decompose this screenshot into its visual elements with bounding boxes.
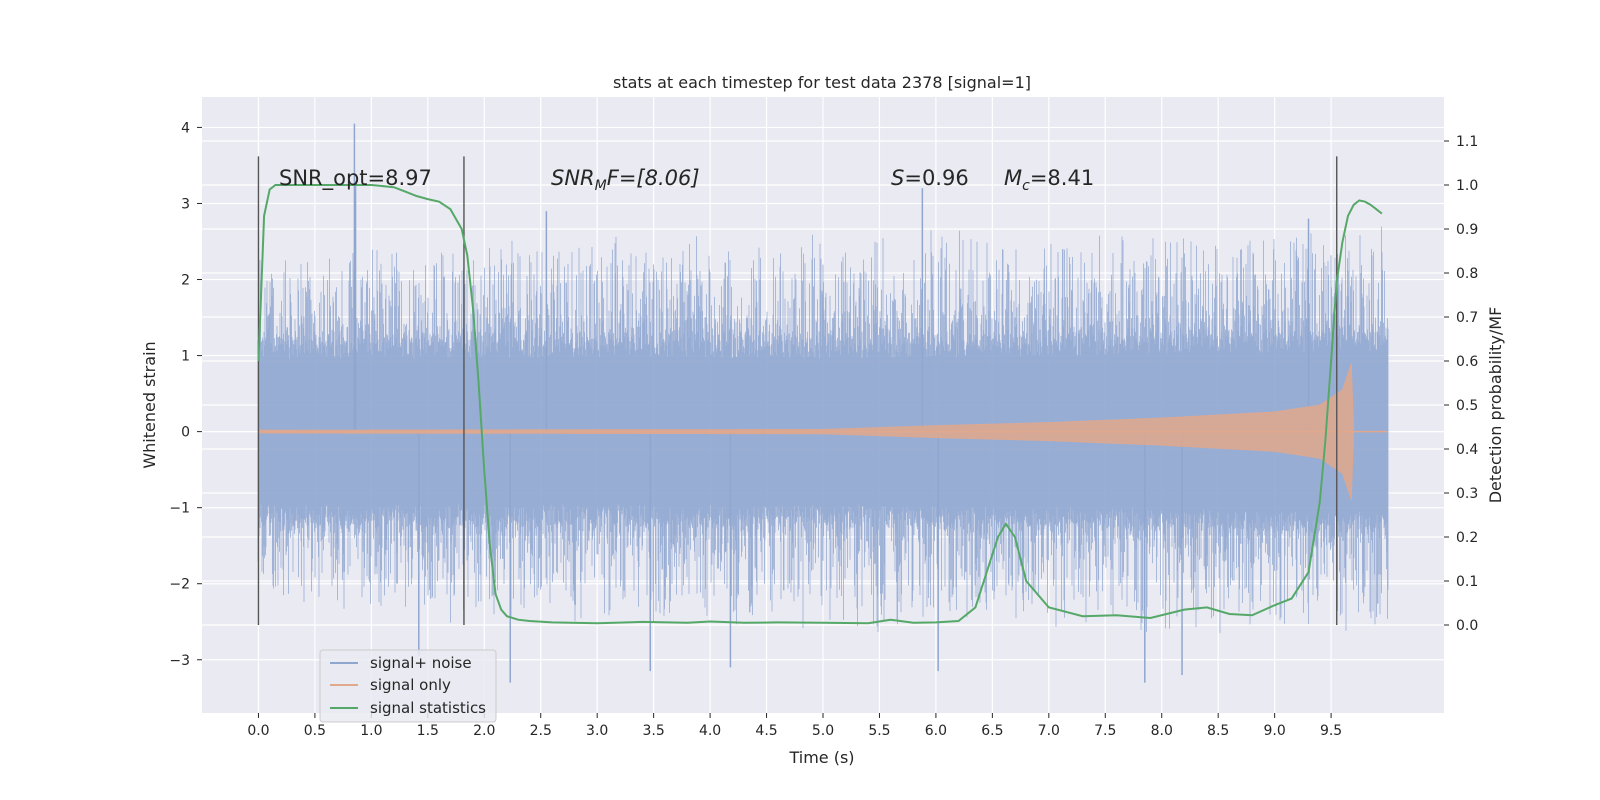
- x-tick-label: 8.0: [1151, 723, 1173, 739]
- legend-box: [319, 649, 497, 723]
- x-tick-label: 3.0: [586, 723, 608, 739]
- statistics-line: [257, 184, 1383, 625]
- y2-tick-label: 1.0: [1456, 178, 1478, 194]
- x-tick-label: 0.0: [247, 723, 269, 739]
- x-tick-label: 3.5: [643, 723, 665, 739]
- y2-axis-ticks: 0.0 0.1 0.2 0.3 0.4 0.5 0.6 0.7 0.8 0.9 1.0 1.1: [1444, 134, 1478, 634]
- y2-tick-label: 0.8: [1456, 266, 1478, 282]
- x-tick-label: 4.0: [699, 723, 721, 739]
- x-tick-label: 0.5: [304, 723, 326, 739]
- annotation-snr-mf-sub: M: [595, 178, 607, 194]
- x-tick-label: 9.0: [1264, 723, 1286, 739]
- y-axis-title: Whitened strain: [140, 341, 159, 468]
- x-tick-label: 6.0: [925, 723, 947, 739]
- annotation-snr-mf: SNRMF=[8.06]: [551, 166, 700, 194]
- x-tick-label: 8.5: [1207, 723, 1229, 739]
- x-tick-label: 9.5: [1320, 723, 1342, 739]
- x-tick-label: 1.0: [360, 723, 382, 739]
- y-tick-label: −2: [169, 577, 190, 593]
- annotation-mc-main: M: [1004, 166, 1022, 190]
- x-tick-label: 1.5: [417, 723, 439, 739]
- annotation-s-rest: =0.96: [904, 166, 968, 190]
- y2-tick-label: 0.3: [1456, 486, 1478, 502]
- signal-only-series: [258, 363, 1388, 501]
- y-tick-label: −1: [169, 501, 190, 517]
- y2-tick-label: 0.9: [1456, 222, 1478, 238]
- x-tick-label: 7.5: [1094, 723, 1116, 739]
- y-tick-label: 2: [181, 273, 190, 289]
- x-tick-label: 5.0: [812, 723, 834, 739]
- y-tick-label: 1: [181, 349, 190, 365]
- x-axis-title: Time (s): [788, 748, 854, 767]
- y2-tick-label: 0.2: [1456, 530, 1478, 546]
- y2-tick-label: 0.1: [1456, 574, 1478, 590]
- y2-tick-label: 0.7: [1456, 310, 1478, 326]
- y2-tick-label: 0.4: [1456, 442, 1478, 458]
- annotation-snr-opt: SNR_opt=8.97: [279, 166, 432, 191]
- y2-tick-label: 0.6: [1456, 354, 1478, 370]
- y-tick-label: 0: [181, 425, 190, 441]
- annotation-mc-sub: c: [1022, 178, 1030, 194]
- annotation-s-main: S: [891, 166, 904, 190]
- y-tick-label: −3: [169, 653, 190, 669]
- vertical-markers: [257, 156, 1338, 625]
- annotation-snr-mf-main: SNR: [551, 166, 595, 190]
- signal-statistics-series: [257, 184, 1383, 625]
- legend-label-statistics: signal statistics: [370, 699, 486, 717]
- legend: signal+ noise signal only signal statist…: [319, 649, 497, 723]
- y2-tick-label: 0.5: [1456, 398, 1478, 414]
- y-axis-ticks: −3 −2 −1 0 1 2 3 4: [169, 120, 202, 669]
- chart-title: stats at each timestep for test data 237…: [613, 73, 1031, 92]
- x-tick-label: 2.0: [473, 723, 495, 739]
- y-tick-label: 4: [181, 120, 190, 136]
- annotation-mc-rest: =8.41: [1030, 166, 1094, 190]
- annotation-s: S=0.96: [891, 166, 969, 190]
- annotation-snr-mf-rest: F=[8.06]: [607, 166, 700, 190]
- legend-label-noise: signal+ noise: [370, 654, 472, 672]
- y2-tick-label: 1.1: [1456, 134, 1478, 150]
- y-tick-label: 3: [181, 196, 190, 212]
- annotation-mc: Mc=8.41: [1004, 166, 1094, 194]
- x-tick-label: 7.0: [1038, 723, 1060, 739]
- x-tick-label: 2.5: [530, 723, 552, 739]
- x-axis-ticks: 0.0 0.5 1.0 1.5 2.0 2.5 3.0 3.5 4.0 4.5 5.0 5.5 6.0 6…: [247, 713, 1342, 739]
- x-tick-label: 6.5: [981, 723, 1003, 739]
- x-tick-label: 4.5: [755, 723, 777, 739]
- x-tick-label: 5.5: [868, 723, 890, 739]
- y2-tick-label: 0.0: [1456, 618, 1478, 634]
- legend-label-signal: signal only: [370, 676, 451, 694]
- y2-axis-title: Detection probability/MF: [1486, 307, 1505, 504]
